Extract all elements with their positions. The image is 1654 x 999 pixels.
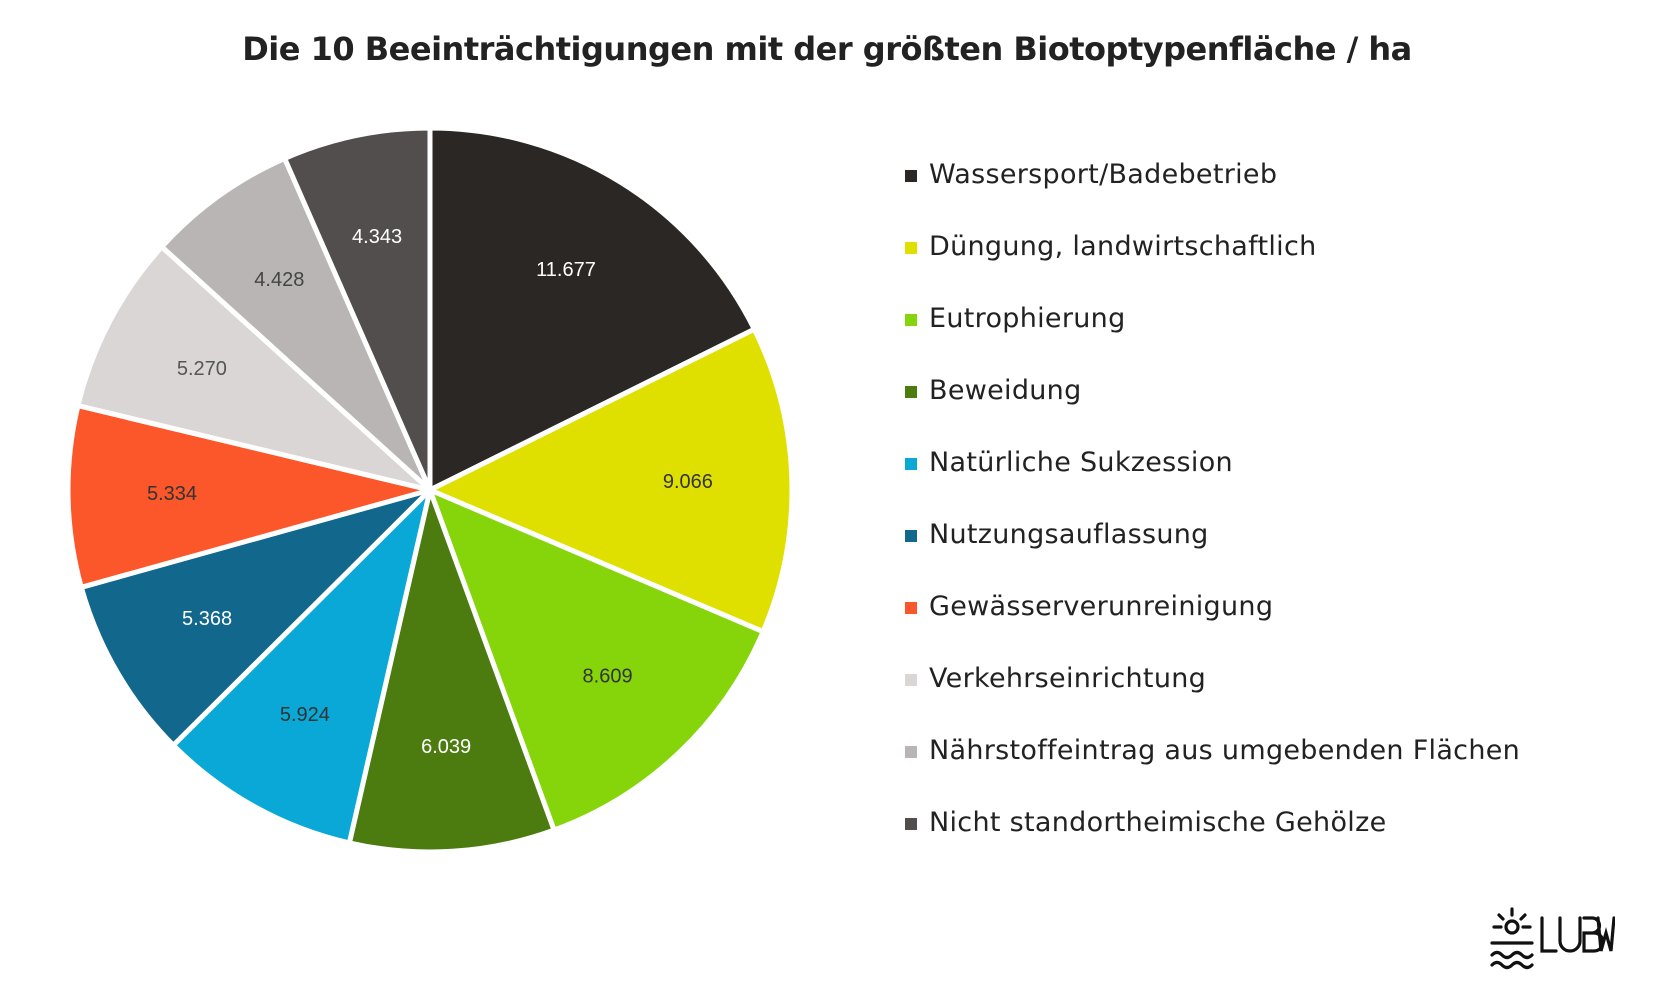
legend-swatch [905,530,917,542]
pie-slice-9 [159,155,433,493]
legend-swatch [905,746,917,758]
legend-label: Nutzungsauflassung [929,519,1209,550]
legend-label: Gewässerverunreinigung [929,591,1274,622]
legend-swatch [905,818,917,830]
slice-label-6: 5.368 [182,608,232,630]
legend-swatch [905,170,917,182]
legend-label: Beweidung [929,375,1082,406]
legend-swatch [905,386,917,398]
legend-swatch [905,602,917,614]
pie-slice-10 [282,125,433,493]
legend-label: Eutrophierung [929,303,1126,334]
slice-label-4: 6.039 [421,736,471,758]
slice-label-2: 9.066 [663,471,713,493]
chart-title: Die 10 Beeinträchtigungen mit der größte… [242,30,1412,68]
slice-label-1: 11.677 [536,259,596,281]
legend-label: Verkehrseinrichtung [929,663,1207,694]
legend-swatch [905,242,917,254]
pie-slice-5 [170,487,433,846]
pie-slice-6 [78,487,433,748]
slice-label-10: 4.343 [352,226,402,248]
legend-label: Düngung, landwirtschaftlich [929,231,1317,262]
pie-chart: 11.677 9.066 8.609 6.039 5.924 5.368 5.334 5.27… [65,125,795,855]
pie-slice-7 [65,403,433,590]
pie-slice-2 [427,326,795,635]
legend-swatch [905,314,917,326]
slice-label-5: 5.924 [280,704,330,726]
lubw-logo [1490,907,1615,970]
legend-label: Nährstoffeintrag aus umgebenden Flächen [929,735,1521,766]
legend-label: Nicht standortheimische Gehölze [929,807,1387,838]
legend-swatch [905,458,917,470]
slice-label-7: 5.334 [147,483,197,505]
slice-label-3: 8.609 [583,665,633,687]
slice-label-8: 5.270 [177,358,227,380]
pie-slice-8 [75,244,433,493]
pie-slice-4 [346,487,557,855]
pie-slice-3 [427,487,766,833]
slice-label-9: 4.428 [254,269,304,291]
legend-swatch [905,674,917,686]
legend-label: Wassersport/Badebetrieb [929,159,1278,190]
legend-label: Natürliche Sukzession [929,447,1233,478]
pie-slice-1 [427,125,757,493]
